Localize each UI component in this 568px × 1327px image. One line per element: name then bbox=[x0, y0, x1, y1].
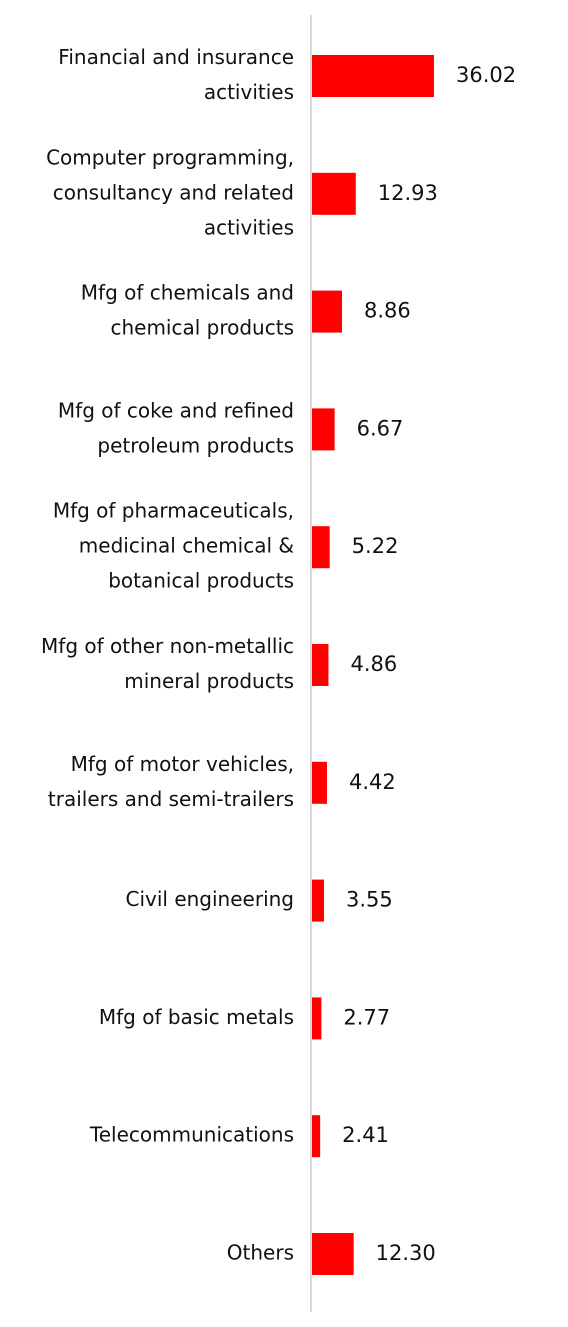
bar bbox=[312, 997, 322, 1040]
category-label: consultancy and related bbox=[53, 180, 294, 204]
category-label: Civil engineering bbox=[126, 887, 295, 911]
category-label: Mfg of pharmaceuticals, bbox=[53, 499, 294, 523]
bar bbox=[312, 526, 330, 569]
value-label: 12.30 bbox=[376, 1241, 436, 1265]
value-label: 4.86 bbox=[350, 652, 397, 676]
value-label: 3.55 bbox=[346, 888, 393, 912]
category-label: medicinal chemical & bbox=[79, 534, 294, 558]
category-label: Mfg of motor vehicles, bbox=[71, 752, 294, 776]
category-label: Others bbox=[227, 1241, 294, 1265]
category-label: trailers and semi-trailers bbox=[48, 787, 294, 811]
bar bbox=[312, 1115, 321, 1158]
bar bbox=[312, 290, 343, 333]
bars-group bbox=[312, 55, 434, 1275]
bar bbox=[312, 644, 329, 686]
category-label: botanical products bbox=[108, 569, 294, 593]
category-label: Financial and insurance bbox=[58, 45, 294, 69]
value-label: 2.41 bbox=[342, 1123, 389, 1147]
bar bbox=[312, 879, 325, 922]
bar bbox=[312, 1233, 354, 1275]
bar bbox=[312, 761, 327, 804]
category-label: mineral products bbox=[124, 669, 294, 693]
category-label: Mfg of other non-metallic bbox=[41, 634, 294, 658]
category-label: Mfg of coke and refined bbox=[58, 398, 294, 422]
category-label: Mfg of basic metals bbox=[99, 1005, 294, 1029]
category-label: activities bbox=[204, 80, 294, 104]
value-label: 2.77 bbox=[343, 1005, 390, 1029]
category-label: Mfg of chemicals and bbox=[81, 281, 294, 305]
category-labels-group: Financial and insurance activities Compute… bbox=[41, 45, 294, 1265]
value-label: 5.22 bbox=[352, 534, 399, 558]
value-label: 4.42 bbox=[349, 770, 396, 794]
category-label: activities bbox=[204, 215, 294, 239]
category-label: Telecommunications bbox=[89, 1123, 294, 1147]
category-label: chemical products bbox=[110, 316, 294, 340]
value-label: 8.86 bbox=[364, 299, 411, 323]
category-label: petroleum products bbox=[97, 433, 294, 457]
value-label: 12.93 bbox=[378, 181, 438, 205]
value-label: 36.02 bbox=[456, 63, 516, 87]
bar bbox=[312, 408, 335, 451]
value-label: 6.67 bbox=[357, 416, 404, 440]
value-labels-group: 36.02 12.93 8.86 6.67 5.22 4.86 4.42 3.55 2.77 2.… bbox=[342, 63, 516, 1265]
category-label: Computer programming, bbox=[46, 145, 294, 169]
bar bbox=[312, 55, 434, 97]
bar bbox=[312, 172, 356, 215]
